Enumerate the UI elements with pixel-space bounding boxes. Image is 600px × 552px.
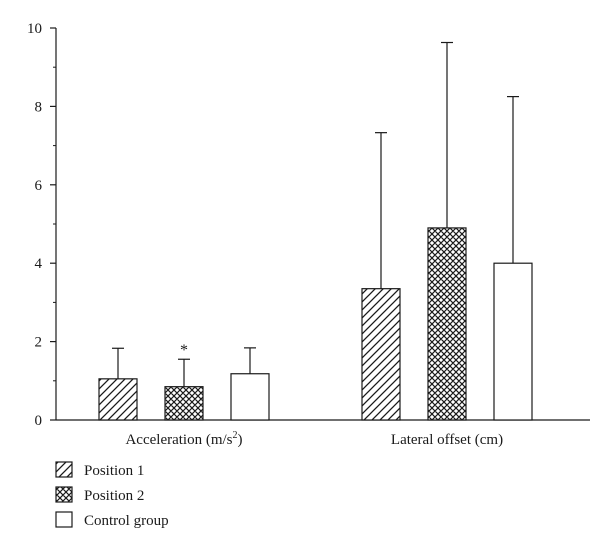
x-category-label-text: Lateral offset (cm) [391, 432, 503, 448]
bar-control-group-1 [493, 262, 533, 421]
y-tick-label: 2 [35, 335, 43, 351]
x-category-label: Lateral offset (cm) [391, 432, 503, 448]
y-tick-label: 6 [35, 178, 43, 194]
y-tick-label: 8 [35, 99, 43, 115]
x-category-label-text: Acceleration (m/s [125, 432, 232, 448]
y-tick-label: 0 [35, 413, 43, 429]
x-category-label: Acceleration (m/s2) [125, 430, 242, 448]
x-category-label-tail: ) [238, 432, 243, 448]
legend-label: Position 1 [84, 463, 144, 479]
legend-swatch-position-1 [55, 461, 73, 478]
significance-marker: * [180, 342, 188, 359]
bar-position-2-1 [427, 227, 467, 421]
error-bars [112, 41, 519, 387]
bar-position-1-0 [98, 378, 138, 421]
legend-swatch-control-group [55, 511, 73, 528]
annotations: * [180, 342, 188, 359]
bar-control-group-0 [230, 373, 270, 421]
legend-swatch-position-2 [55, 486, 73, 503]
legend: Position 1 Position 2 Control group [55, 461, 169, 529]
bars [98, 227, 533, 421]
legend-label: Control group [84, 513, 169, 529]
legend-label: Position 2 [84, 488, 144, 504]
bar-position-2-0 [164, 386, 204, 421]
bar-position-1-1 [361, 288, 401, 421]
y-tick-label: 4 [35, 256, 43, 272]
x-category-label-superscript: 2 [233, 430, 238, 441]
y-tick-label: 10 [27, 21, 42, 37]
